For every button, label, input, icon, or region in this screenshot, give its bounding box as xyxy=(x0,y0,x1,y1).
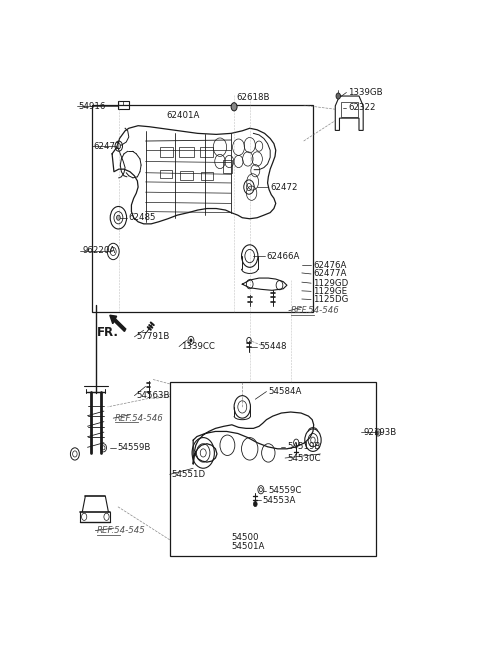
Text: 54501A: 54501A xyxy=(231,542,264,551)
Text: 1125DG: 1125DG xyxy=(313,295,348,304)
Bar xyxy=(179,147,194,157)
Text: 62477A: 62477A xyxy=(313,270,347,278)
FancyArrow shape xyxy=(110,315,126,331)
Bar xyxy=(160,170,172,179)
Text: 57791B: 57791B xyxy=(136,333,169,341)
Text: 55448: 55448 xyxy=(259,342,287,351)
Text: 54530C: 54530C xyxy=(287,454,321,463)
Circle shape xyxy=(253,501,257,507)
Circle shape xyxy=(190,339,192,342)
Text: 62476A: 62476A xyxy=(313,261,347,270)
Circle shape xyxy=(336,93,340,99)
Text: 62618B: 62618B xyxy=(237,93,270,102)
Text: 1129GD: 1129GD xyxy=(313,279,348,288)
Bar xyxy=(223,160,232,173)
Text: 62466A: 62466A xyxy=(266,252,300,260)
Text: REF.54-546: REF.54-546 xyxy=(290,306,339,315)
Text: 54559C: 54559C xyxy=(268,486,302,495)
Text: REF.54-545: REF.54-545 xyxy=(97,526,146,535)
Text: 54916: 54916 xyxy=(79,102,106,111)
Bar xyxy=(159,147,172,157)
Text: 62401A: 62401A xyxy=(166,111,199,120)
Text: 54500: 54500 xyxy=(231,533,259,542)
Bar xyxy=(202,172,213,180)
Text: 54553A: 54553A xyxy=(263,496,296,505)
Bar xyxy=(180,171,193,181)
Circle shape xyxy=(231,103,237,111)
Text: 96220A: 96220A xyxy=(83,246,116,256)
Text: 1339GB: 1339GB xyxy=(348,88,383,97)
Text: 62485: 62485 xyxy=(129,213,156,222)
Text: 54563B: 54563B xyxy=(136,391,170,400)
Text: 54559B: 54559B xyxy=(118,444,151,452)
Text: 54551D: 54551D xyxy=(172,470,206,479)
Text: 54519B: 54519B xyxy=(287,442,320,452)
Bar xyxy=(92,105,313,312)
Text: 62472: 62472 xyxy=(270,183,298,191)
Text: 54584A: 54584A xyxy=(268,387,302,396)
Bar xyxy=(201,147,214,157)
Bar xyxy=(341,102,358,117)
Text: 1339CC: 1339CC xyxy=(181,342,215,351)
Text: REF.54-546: REF.54-546 xyxy=(115,414,164,423)
Text: 92193B: 92193B xyxy=(363,428,396,437)
Bar xyxy=(170,382,376,556)
Text: 62471: 62471 xyxy=(94,141,121,151)
Text: FR.: FR. xyxy=(96,326,119,339)
Text: 1129GE: 1129GE xyxy=(313,287,347,296)
Circle shape xyxy=(117,143,120,149)
Text: 62322: 62322 xyxy=(348,104,376,112)
Circle shape xyxy=(117,215,120,220)
